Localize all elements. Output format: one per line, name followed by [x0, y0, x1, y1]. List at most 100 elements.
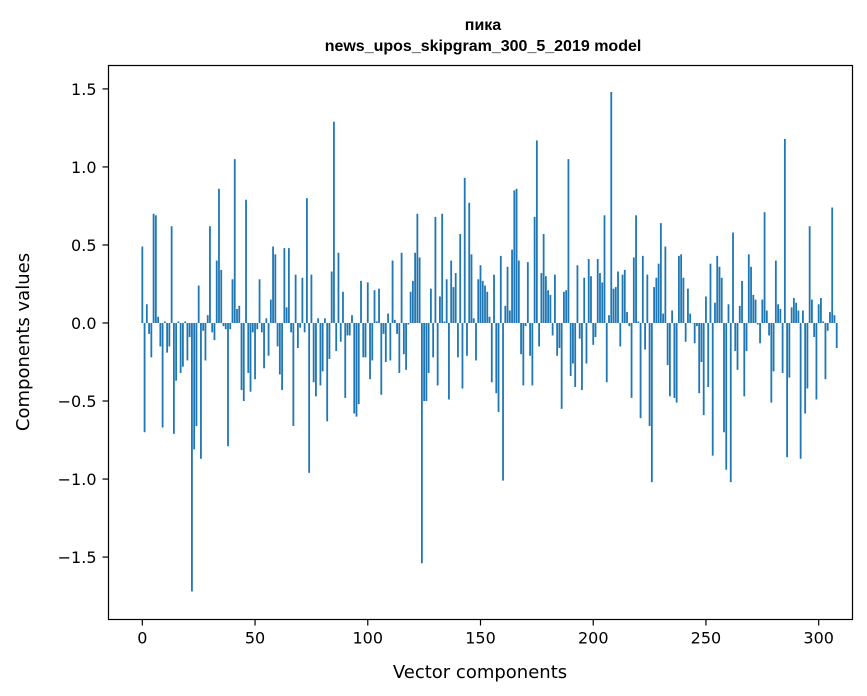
bar-194 [578, 322, 581, 339]
bar-23 [193, 322, 196, 450]
bar-270 [750, 266, 752, 323]
bar-290 [795, 302, 798, 323]
bar-242 [687, 288, 689, 323]
bar-291 [797, 310, 800, 323]
bar-243 [689, 313, 692, 323]
bar-178 [542, 234, 545, 323]
bar-13 [170, 226, 173, 323]
bar-106 [380, 322, 383, 395]
bar-132 [439, 296, 441, 323]
bar-246 [696, 322, 698, 327]
bar-54 [263, 322, 265, 369]
y-tick-label: −1.5 [58, 548, 97, 567]
bar-156 [493, 274, 495, 323]
bar-74 [308, 322, 311, 473]
bar-124 [420, 322, 423, 564]
bar-187 [563, 291, 565, 323]
bar-216 [628, 322, 631, 327]
bar-189 [567, 159, 570, 323]
bar-208 [610, 92, 613, 323]
bar-269 [747, 254, 750, 323]
bar-141 [459, 234, 462, 323]
bar-17 [179, 322, 182, 373]
bar-251 [707, 322, 710, 387]
bar-39 [229, 322, 232, 330]
bar-214 [623, 269, 626, 323]
bar-190 [569, 322, 572, 377]
bar-303 [824, 322, 827, 380]
bar-66 [290, 322, 293, 333]
bar-205 [603, 215, 606, 323]
bar-145 [468, 202, 471, 323]
bar-186 [560, 322, 563, 409]
bar-182 [551, 322, 554, 336]
bar-169 [522, 322, 525, 386]
bar-215 [626, 312, 628, 323]
bar-22 [191, 322, 193, 592]
bar-204 [601, 282, 604, 323]
bar-32 [213, 322, 216, 341]
bar-304 [826, 322, 829, 331]
bar-202 [596, 259, 599, 323]
bar-140 [457, 322, 459, 358]
bar-154 [488, 316, 491, 323]
bar-293 [802, 310, 804, 323]
bar-247 [698, 322, 701, 394]
bar-221 [639, 322, 642, 419]
bar-197 [585, 322, 588, 364]
bar-161 [504, 305, 507, 323]
bar-218 [632, 257, 635, 323]
y-tick-label: −1.0 [58, 470, 97, 489]
bar-69 [296, 322, 299, 348]
bar-12 [168, 322, 171, 347]
bar-122 [416, 213, 419, 323]
bar-167 [517, 260, 520, 323]
bar-55 [265, 318, 268, 323]
bar-4 [150, 322, 153, 358]
bar-136 [448, 322, 450, 400]
bar-82 [326, 322, 329, 422]
x-tick-label: 250 [691, 629, 722, 648]
bar-131 [436, 322, 439, 386]
bar-241 [684, 322, 687, 342]
bar-283 [779, 308, 782, 323]
x-tick-label: 0 [137, 629, 147, 648]
bar-233 [666, 322, 669, 366]
bar-61 [278, 322, 281, 375]
bar-230 [659, 223, 662, 323]
bar-240 [682, 277, 685, 323]
bar-273 [756, 322, 759, 325]
bar-89 [342, 291, 344, 323]
bar-50 [254, 322, 256, 380]
bar-300 [817, 304, 820, 323]
bar-103 [373, 290, 376, 323]
bar-34 [218, 188, 220, 323]
bar-229 [657, 263, 660, 323]
bar-308 [835, 322, 838, 348]
bar-81 [324, 318, 326, 323]
bar-164 [511, 249, 513, 323]
bar-30 [209, 226, 211, 323]
bar-41 [233, 159, 236, 323]
bar-67 [292, 322, 295, 426]
bar-149 [477, 279, 480, 323]
bar-123 [418, 257, 421, 323]
bar-176 [538, 322, 541, 347]
bar-199 [590, 276, 592, 323]
bar-295 [806, 322, 809, 389]
bar-24 [195, 322, 198, 426]
chart-title: пика [465, 17, 502, 34]
bar-281 [774, 260, 777, 323]
y-tick-label: 0.5 [71, 236, 96, 255]
bar-207 [608, 315, 610, 323]
bar-31 [211, 322, 214, 333]
bar-79 [319, 322, 322, 386]
bar-245 [693, 322, 696, 344]
bar-297 [811, 299, 813, 323]
bar-192 [574, 322, 577, 387]
bar-228 [655, 277, 658, 323]
bar-285 [783, 138, 786, 323]
bar-265 [738, 305, 741, 323]
bar-42 [236, 308, 238, 323]
